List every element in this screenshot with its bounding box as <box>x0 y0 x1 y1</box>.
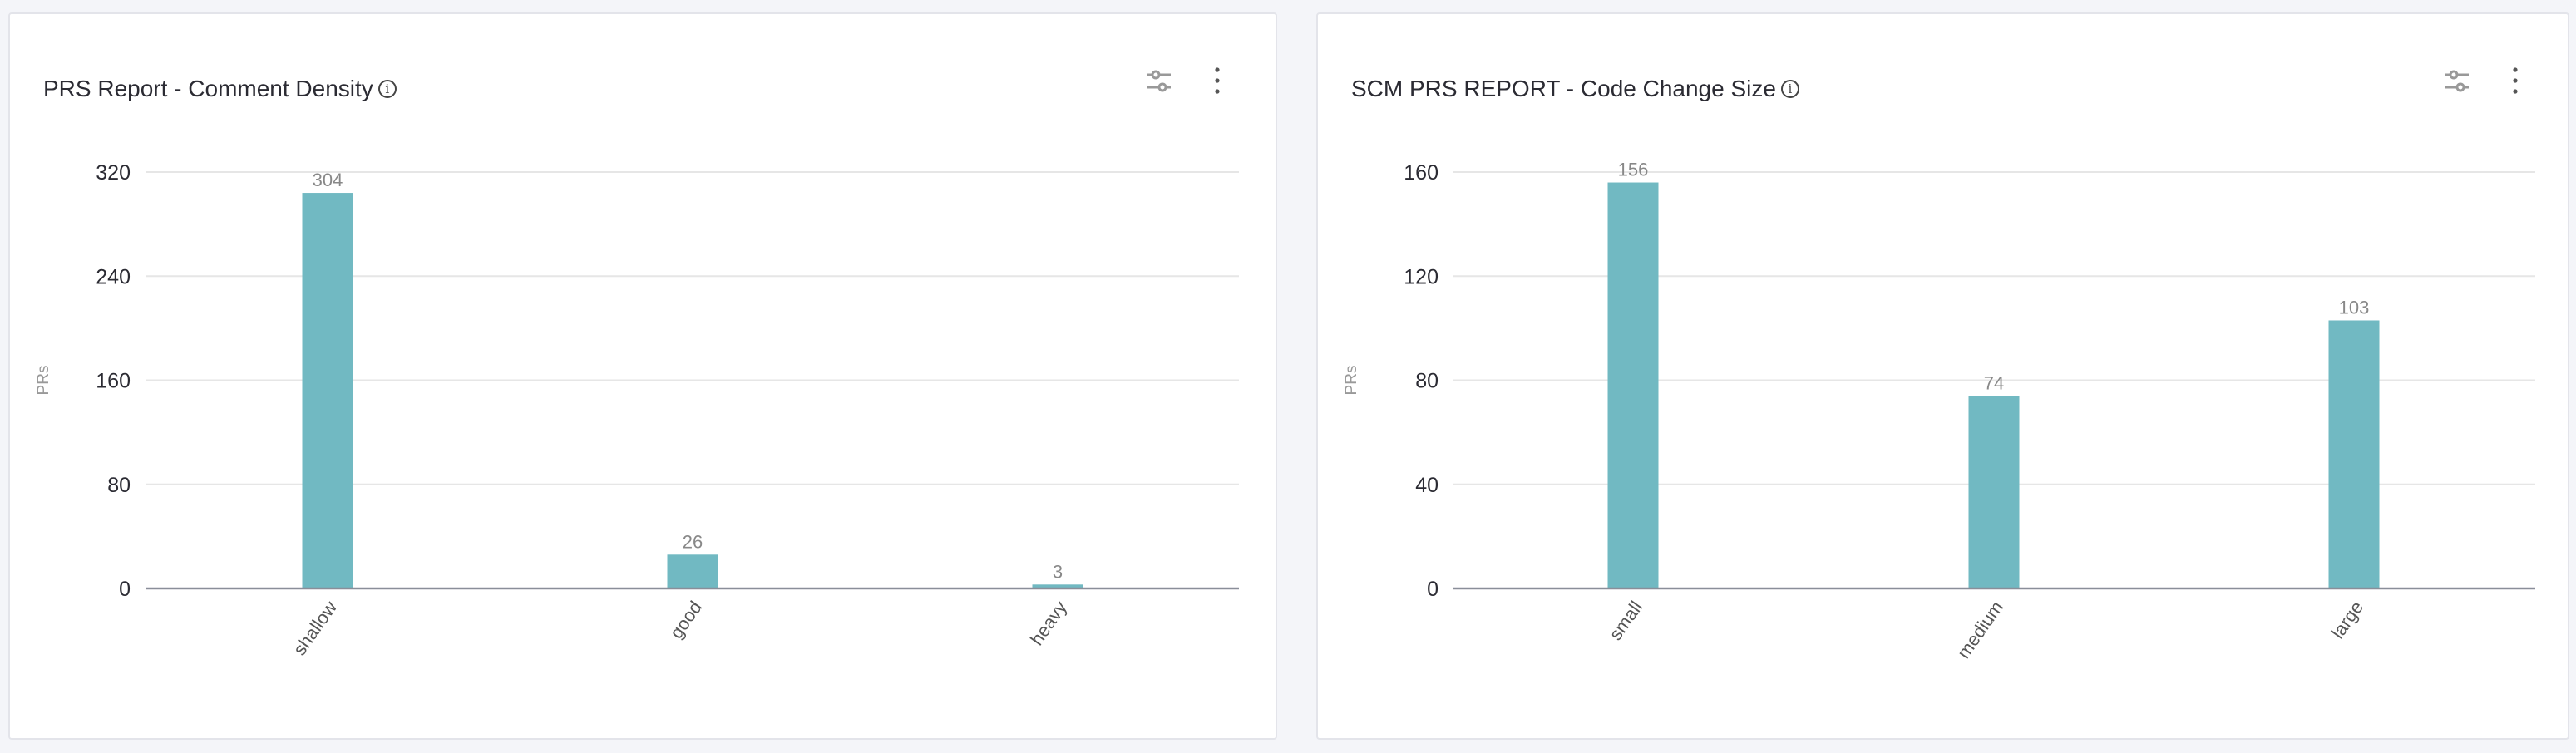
y-tick-label: 320 <box>96 161 131 185</box>
widget-title: PRS Report - Comment Density i <box>43 76 397 102</box>
y-tick-label: 160 <box>1404 161 1439 185</box>
bar-chart: 0 40 80 120 160 PRs 156 small 74 medium 103 large <box>1343 160 2535 662</box>
info-icon[interactable]: i <box>378 80 397 98</box>
info-icon[interactable]: i <box>1780 80 1799 98</box>
bar-heavy[interactable] <box>1032 584 1083 588</box>
widget-title-text: SCM PRS REPORT - Code Change Size <box>1351 76 1776 101</box>
data-label: 3 <box>1053 561 1063 582</box>
x-tick-label: shallow <box>289 597 342 659</box>
y-tick-label: 0 <box>119 578 131 601</box>
widget-title: SCM PRS REPORT - Code Change Size i <box>1351 76 1799 102</box>
y-axis-label: PRs <box>35 366 52 396</box>
data-label: 156 <box>1618 160 1649 180</box>
more-menu-icon[interactable] <box>2497 62 2534 99</box>
bar-medium[interactable] <box>1968 396 2020 588</box>
comment-density-widget: PRS Report - Comment Density i 0 80 160 240… <box>8 12 1277 740</box>
x-tick-label: heavy <box>1026 598 1071 649</box>
y-tick-label: 0 <box>1427 578 1439 601</box>
y-tick-label: 160 <box>96 370 131 393</box>
bar-chart: 0 80 160 240 320 PRs 304 shallow 26 good 3 heavy <box>35 161 1239 659</box>
settings-sliders-icon[interactable] <box>2439 62 2475 99</box>
y-tick-label: 80 <box>1415 370 1439 393</box>
bar-shallow[interactable] <box>302 193 353 589</box>
bar-large[interactable] <box>2328 320 2380 588</box>
data-label: 26 <box>683 531 703 552</box>
bar-good[interactable] <box>667 554 718 588</box>
data-label: 304 <box>313 170 343 190</box>
y-tick-label: 80 <box>107 474 131 497</box>
widget-title-text: PRS Report - Comment Density <box>43 76 373 101</box>
y-axis-label: PRs <box>1343 366 1360 396</box>
y-tick-label: 40 <box>1415 474 1439 497</box>
more-menu-icon[interactable] <box>1199 62 1236 99</box>
x-tick-label: large <box>2327 598 2368 642</box>
x-tick-label: good <box>666 598 707 642</box>
y-tick-label: 120 <box>1404 265 1439 288</box>
data-label: 74 <box>1984 372 2004 393</box>
code-change-size-widget: SCM PRS REPORT - Code Change Size i 0 40 8… <box>1316 12 2569 740</box>
data-label: 103 <box>2339 297 2370 317</box>
settings-sliders-icon[interactable] <box>1141 62 1177 99</box>
bar-small[interactable] <box>1607 182 1659 588</box>
y-tick-label: 240 <box>96 265 131 288</box>
x-tick-label: medium <box>1953 598 2007 662</box>
x-tick-label: small <box>1605 598 1646 644</box>
